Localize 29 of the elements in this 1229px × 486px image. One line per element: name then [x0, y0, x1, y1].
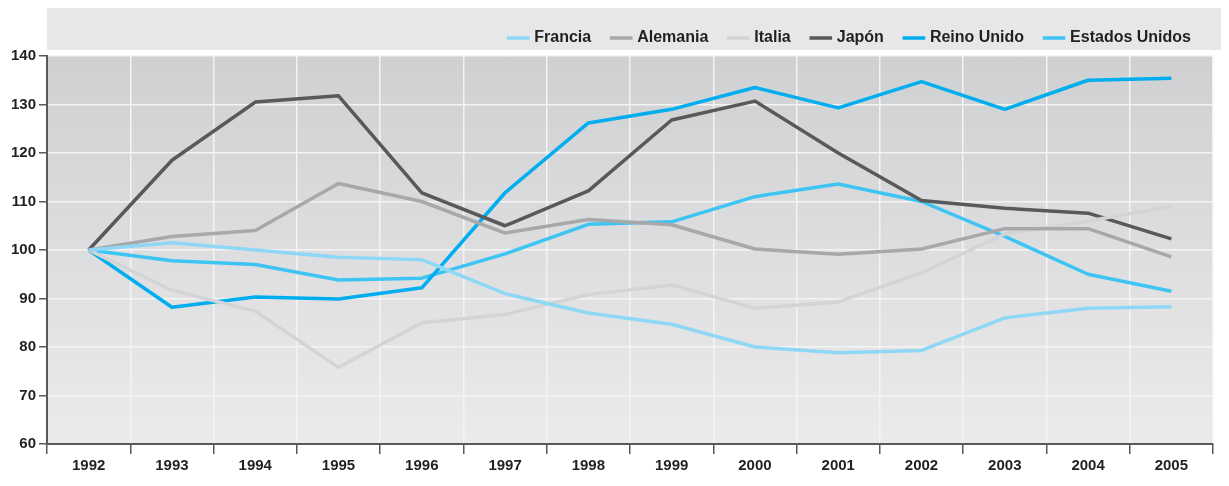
x-tick-label: 2003: [988, 456, 1022, 474]
legend-label: Italia: [754, 28, 791, 46]
x-tick-label: 2000: [738, 456, 772, 474]
legend-label: Estados Unidos: [1070, 28, 1192, 46]
y-tick-label: 60: [19, 434, 37, 452]
x-tick-label: 2004: [1071, 456, 1106, 474]
x-tick-label: 2005: [1154, 456, 1189, 474]
x-tick-label: 1998: [571, 456, 606, 474]
legend-label: Francia: [534, 28, 592, 46]
x-tick-label: 1993: [155, 456, 189, 474]
y-tick-label: 130: [11, 94, 37, 112]
y-tick-label: 90: [19, 288, 37, 306]
legend-label: Japón: [836, 28, 884, 46]
x-tick-label: 1994: [238, 456, 273, 474]
x-tick-label: 1992: [71, 456, 106, 474]
y-tick-label: 70: [19, 385, 37, 403]
legend-label: Reino Unido: [929, 28, 1025, 46]
legend-label: Alemania: [637, 28, 709, 46]
y-tick-label: 100: [11, 240, 37, 258]
x-tick-label: 2001: [821, 456, 855, 474]
x-tick-label: 1995: [321, 456, 356, 474]
x-tick-label: 1996: [405, 456, 439, 474]
y-tick-label: 140: [11, 46, 37, 64]
x-tick-label: 1997: [488, 456, 522, 474]
y-tick-label: 120: [11, 143, 37, 161]
y-tick-label: 80: [19, 337, 37, 355]
x-tick-label: 2002: [904, 456, 939, 474]
y-tick-label: 110: [11, 191, 37, 209]
x-tick-label: 1999: [654, 456, 689, 474]
